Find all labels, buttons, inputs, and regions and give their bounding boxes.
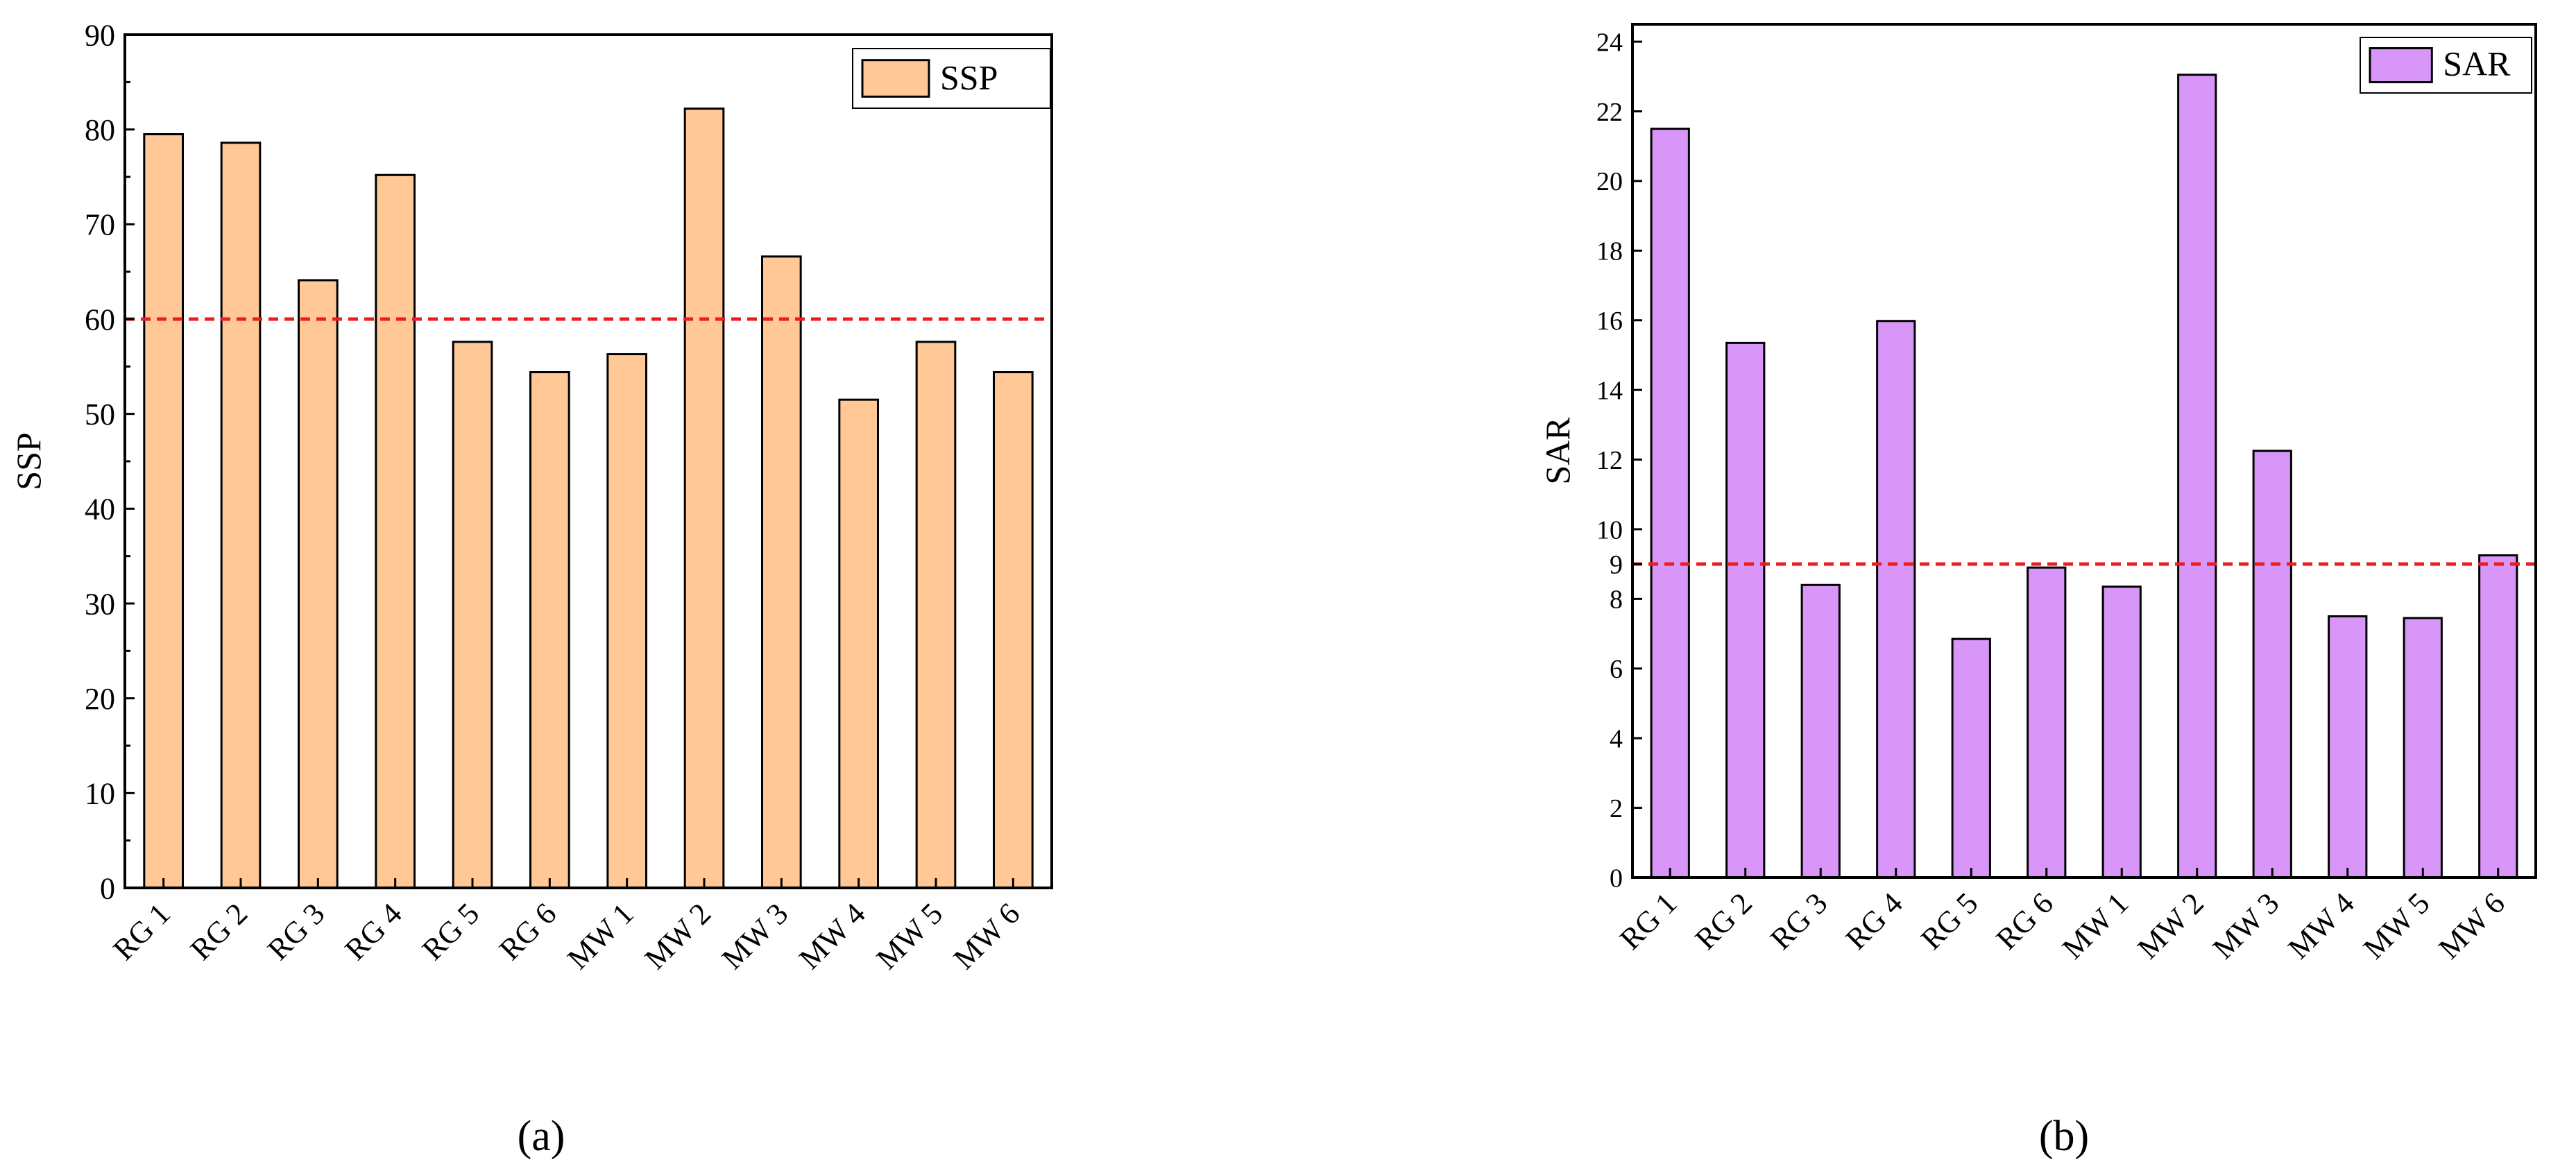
y-tick-label: 80	[85, 113, 115, 147]
x-tick-label: RG 6	[493, 896, 563, 966]
bar	[1951, 637, 1991, 879]
bar	[2027, 566, 2067, 879]
x-tick-label: MW 1	[561, 896, 640, 975]
y-tick-label: 30	[85, 587, 115, 621]
x-tick-label: RG 1	[107, 896, 177, 966]
bar	[375, 173, 416, 889]
x-tick-label: RG 6	[1990, 886, 2060, 956]
x-tick-label: RG 3	[1764, 886, 1834, 956]
y-tick-label: 90	[85, 18, 115, 52]
y-tick-label: 14	[1596, 376, 1623, 405]
y-axis-label: SAR	[1538, 417, 1577, 485]
x-tick-label: MW 5	[2357, 886, 2436, 965]
y-tick-label: 0	[1610, 864, 1623, 893]
bar	[761, 255, 802, 889]
bar	[1876, 320, 1916, 879]
x-tick-label: RG 5	[1914, 886, 1984, 956]
bar	[683, 108, 725, 889]
bar	[2252, 449, 2292, 879]
bar	[2478, 554, 2518, 879]
plot-frame	[123, 33, 1053, 889]
y-axis-label: SSP	[9, 432, 48, 490]
y-tick-label: 20	[85, 682, 115, 716]
y-tick-label: 22	[1596, 98, 1623, 127]
panel-label: (b)	[2039, 1113, 2089, 1160]
y-tick-label: 12	[1596, 446, 1623, 475]
x-tick-label: RG 1	[1613, 886, 1683, 956]
y-tick-label: 50	[85, 397, 115, 431]
bar	[220, 142, 262, 889]
y-tick-label: 0	[100, 871, 115, 905]
bar	[838, 398, 880, 889]
x-tick-label: RG 4	[1839, 886, 1909, 956]
x-tick-label: RG 2	[184, 896, 254, 966]
y-tick-label: 9	[1610, 550, 1623, 579]
y-tick-label: 10	[85, 777, 115, 811]
x-tick-label: RG 2	[1689, 886, 1759, 956]
x-tick-label: MW 3	[2206, 886, 2285, 965]
y-tick-label: 6	[1610, 655, 1623, 684]
y-tick-label: 40	[85, 493, 115, 526]
bar	[993, 371, 1034, 889]
panel-label: (a)	[518, 1113, 565, 1160]
legend-swatch	[861, 59, 930, 98]
x-tick-label: MW 6	[2432, 886, 2511, 965]
plot-frame	[1631, 23, 2537, 879]
bar	[2403, 617, 2443, 879]
legend: SAR	[2360, 37, 2532, 94]
x-tick-label: RG 5	[416, 896, 486, 966]
x-tick-label: MW 4	[792, 896, 871, 975]
y-tick-label: 20	[1596, 167, 1623, 196]
y-tick-label: 18	[1596, 237, 1623, 266]
bar	[529, 371, 570, 889]
y-tick-label: 8	[1610, 585, 1623, 615]
bar	[143, 133, 184, 889]
y-tick-label: 4	[1610, 724, 1623, 753]
x-tick-label: MW 1	[2056, 886, 2135, 965]
bar	[2177, 74, 2217, 879]
x-tick-label: MW 2	[638, 896, 717, 975]
y-tick-label: 16	[1596, 307, 1623, 336]
x-tick-label: MW 5	[870, 896, 949, 975]
y-tick-label: 60	[85, 302, 115, 336]
bar	[452, 341, 493, 889]
legend: SSP	[852, 48, 1051, 109]
legend-label: SSP	[940, 58, 998, 96]
x-tick-label: RG 4	[339, 896, 409, 966]
bar	[2328, 615, 2368, 879]
x-tick-label: MW 6	[947, 896, 1026, 975]
y-tick-label: 24	[1596, 28, 1623, 57]
bar	[1800, 583, 1841, 879]
bar	[1650, 128, 1690, 879]
x-tick-label: RG 3	[261, 896, 331, 966]
x-tick-label: MW 2	[2131, 886, 2210, 965]
legend-swatch	[2369, 47, 2433, 83]
x-tick-label: MW 3	[715, 896, 794, 975]
bar	[606, 353, 647, 889]
y-tick-label: 10	[1596, 515, 1623, 545]
bar	[1725, 341, 1766, 879]
bar	[298, 279, 339, 889]
bar	[915, 341, 957, 889]
legend-label: SAR	[2443, 44, 2511, 83]
x-tick-label: MW 4	[2281, 886, 2360, 965]
y-tick-label: 2	[1610, 794, 1623, 823]
y-tick-label: 70	[85, 208, 115, 242]
bar	[2101, 585, 2142, 879]
